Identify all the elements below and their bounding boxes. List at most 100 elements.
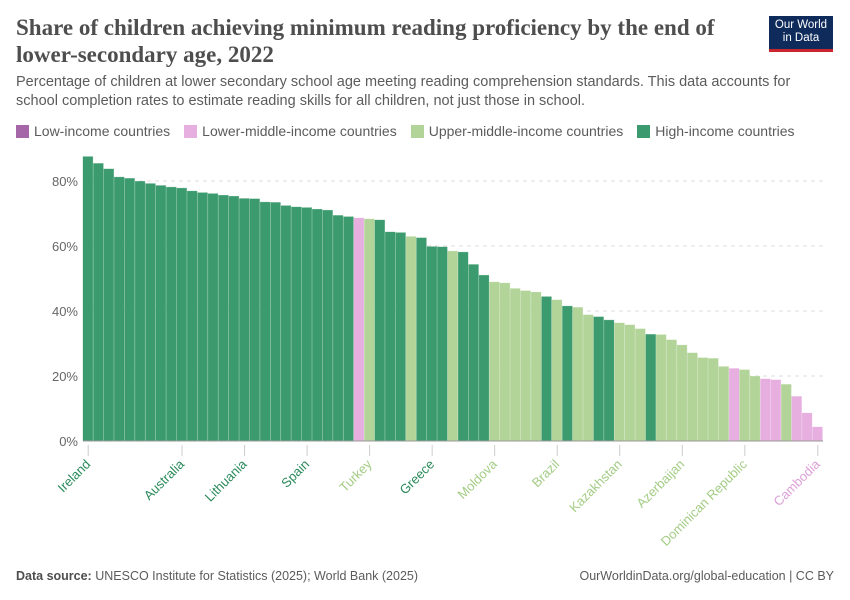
bar xyxy=(384,231,396,442)
source-text: UNESCO Institute for Statistics (2025); … xyxy=(95,569,419,583)
legend-label: Low-income countries xyxy=(34,123,171,139)
bar xyxy=(770,379,782,442)
bar xyxy=(447,250,458,442)
bar xyxy=(708,358,719,442)
legend-item[interactable]: High-income countries xyxy=(637,123,795,139)
y-tick-label: 80% xyxy=(52,174,78,189)
legend-swatch xyxy=(637,124,651,138)
source-label: Data source: xyxy=(16,569,92,583)
bar xyxy=(749,376,761,442)
bar xyxy=(239,198,250,442)
bar xyxy=(218,195,229,442)
footer-link[interactable]: OurWorldinData.org/global-education | CC… xyxy=(579,569,834,583)
bar xyxy=(82,156,94,442)
bar xyxy=(635,328,646,442)
bar xyxy=(93,163,104,442)
bar xyxy=(812,426,823,442)
bar xyxy=(541,296,552,442)
bar xyxy=(280,205,292,442)
bar xyxy=(426,246,438,442)
legend-item[interactable]: Upper-middle-income countries xyxy=(410,123,623,139)
bar xyxy=(437,246,448,442)
bar xyxy=(145,183,156,442)
bar xyxy=(655,334,667,442)
bar xyxy=(718,366,729,442)
bar xyxy=(176,187,187,442)
bar xyxy=(468,264,479,442)
data-source: Data source: UNESCO Institute for Statis… xyxy=(16,569,418,583)
x-tick-label: Australia xyxy=(141,456,188,503)
bar xyxy=(353,217,365,442)
bar xyxy=(405,236,417,442)
bar xyxy=(791,396,802,442)
bar xyxy=(676,344,688,442)
x-tick-label: Ireland xyxy=(55,457,94,496)
bar xyxy=(113,176,125,442)
bar xyxy=(457,251,469,442)
bar xyxy=(760,378,771,442)
bar xyxy=(270,202,281,442)
bar xyxy=(291,206,302,442)
bar xyxy=(572,307,583,442)
bar xyxy=(259,201,271,442)
legend-label: Lower-middle-income countries xyxy=(202,123,397,139)
chart-subtitle: Percentage of children at lower secondar… xyxy=(16,74,791,109)
bar xyxy=(395,232,406,442)
bar xyxy=(343,216,354,442)
legend-item[interactable]: Low-income countries xyxy=(16,123,170,139)
bar xyxy=(374,219,385,442)
bar xyxy=(499,282,511,442)
y-tick-label: 40% xyxy=(52,304,78,319)
bar xyxy=(207,193,219,442)
bar xyxy=(197,192,208,442)
bar xyxy=(332,215,344,442)
bar xyxy=(478,274,490,442)
bar xyxy=(301,207,312,442)
bar xyxy=(124,178,135,442)
legend-swatch xyxy=(184,124,198,138)
x-tick-label: Brazil xyxy=(529,456,563,490)
bar xyxy=(155,185,167,442)
bar xyxy=(603,319,615,442)
chart-title: Share of children achieving minimum read… xyxy=(16,15,715,67)
bar xyxy=(228,195,240,442)
bar xyxy=(134,181,146,442)
x-tick-label: Greece xyxy=(397,457,438,498)
x-tick-label: Spain xyxy=(278,457,312,491)
bar-chart: 0% 20% 40% 60% 80% Ireland Australia Lithuania S… xyxy=(52,156,823,549)
bar xyxy=(416,237,427,442)
y-tick-label: 60% xyxy=(52,239,78,254)
x-tick-label: Turkey xyxy=(336,456,375,495)
bar xyxy=(364,218,375,442)
bar xyxy=(489,281,500,442)
legend-item[interactable]: Lower-middle-income countries xyxy=(184,123,397,139)
y-tick-label: 20% xyxy=(52,369,78,384)
bar xyxy=(687,352,698,442)
bar xyxy=(645,334,656,442)
x-tick-label: Moldova xyxy=(454,456,500,502)
legend-swatch xyxy=(410,124,424,138)
x-tick-label: Azerbaijan xyxy=(633,457,687,511)
bar xyxy=(801,412,813,442)
bar xyxy=(614,322,625,442)
bar xyxy=(624,324,636,442)
bar xyxy=(697,357,709,442)
legend-swatch xyxy=(16,124,29,138)
owid-logo[interactable]: Our World in Data xyxy=(769,16,833,52)
bar xyxy=(551,299,563,442)
legend: Low-income countries Lower-middle-income … xyxy=(16,123,795,139)
bar xyxy=(530,291,542,442)
bar xyxy=(186,190,198,442)
bar xyxy=(510,288,521,442)
y-tick-label: 0% xyxy=(59,434,78,449)
bar xyxy=(166,186,177,442)
bar xyxy=(728,368,740,442)
legend-label: High-income countries xyxy=(655,123,795,139)
bar xyxy=(520,290,531,442)
bar xyxy=(582,314,594,442)
x-tick-label: Kazakhstan xyxy=(566,457,625,516)
bar xyxy=(322,209,333,442)
bar xyxy=(666,339,677,442)
x-tick-label: Lithuania xyxy=(202,456,250,504)
